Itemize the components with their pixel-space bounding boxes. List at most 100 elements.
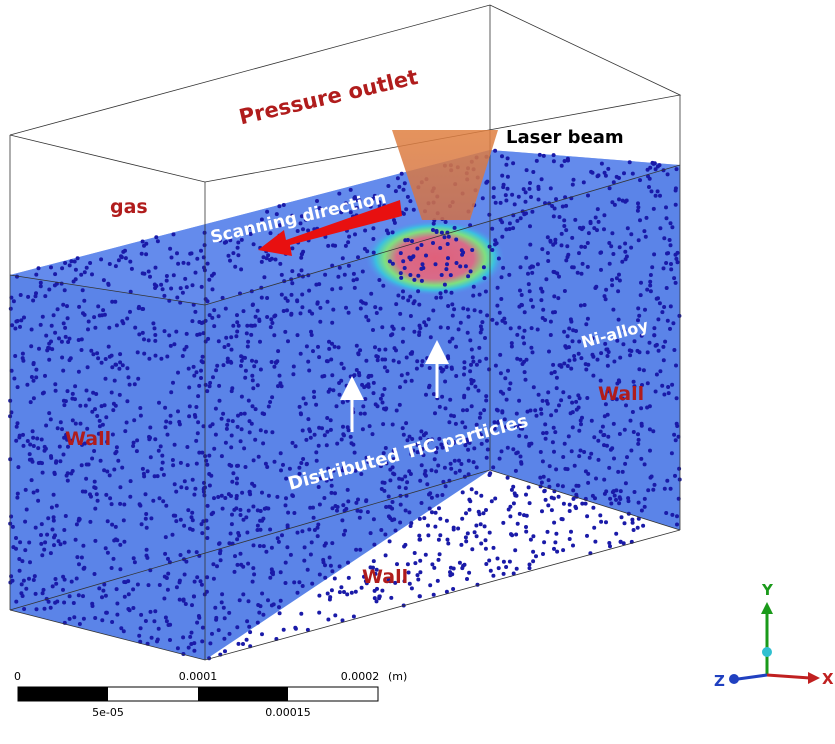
particle xyxy=(426,533,430,537)
particle xyxy=(443,466,447,470)
particle xyxy=(624,481,628,485)
particle xyxy=(120,466,124,470)
particle xyxy=(421,262,425,266)
particle xyxy=(290,281,294,285)
particle xyxy=(130,267,134,271)
particle xyxy=(272,365,276,369)
particle xyxy=(211,562,215,566)
particle xyxy=(312,516,316,520)
particle xyxy=(291,372,295,376)
particle xyxy=(282,628,286,632)
particle xyxy=(621,342,625,346)
particle xyxy=(47,358,51,362)
particle xyxy=(125,399,129,403)
particle xyxy=(40,461,44,465)
particle xyxy=(312,395,316,399)
particle xyxy=(112,557,116,561)
particle xyxy=(217,628,221,632)
scale-label: 0.00015 xyxy=(265,706,311,719)
particle xyxy=(291,441,295,445)
particle xyxy=(225,427,229,431)
particle xyxy=(147,583,151,587)
particle xyxy=(61,575,65,579)
particle xyxy=(513,548,517,552)
particle xyxy=(136,583,140,587)
particle xyxy=(240,491,244,495)
particle xyxy=(157,449,161,453)
particle xyxy=(379,528,383,532)
particle xyxy=(616,470,620,474)
particle xyxy=(310,540,314,544)
particle xyxy=(579,304,583,308)
particle xyxy=(74,422,78,426)
particle xyxy=(125,421,129,425)
particle xyxy=(547,350,551,354)
particle xyxy=(658,369,662,373)
particle xyxy=(306,417,310,421)
particle xyxy=(425,482,429,486)
particle xyxy=(261,613,265,617)
particle xyxy=(326,618,330,622)
particle xyxy=(100,313,104,317)
particle xyxy=(163,406,167,410)
particle xyxy=(415,247,419,251)
particle xyxy=(665,216,669,220)
particle xyxy=(146,469,150,473)
particle xyxy=(40,553,44,557)
particle xyxy=(424,553,428,557)
particle xyxy=(39,281,43,285)
particle xyxy=(361,427,365,431)
particle xyxy=(439,296,443,300)
particle xyxy=(12,377,16,381)
particle xyxy=(165,576,169,580)
particle xyxy=(59,420,63,424)
particle xyxy=(467,459,471,463)
particle xyxy=(189,642,193,646)
particle xyxy=(47,600,51,604)
particle xyxy=(217,384,221,388)
particle xyxy=(18,540,22,544)
particle xyxy=(163,552,167,556)
particle xyxy=(251,566,255,570)
particle xyxy=(124,256,128,260)
particle xyxy=(553,430,557,434)
particle xyxy=(126,579,130,583)
particle xyxy=(43,540,47,544)
particle xyxy=(142,272,146,276)
particle xyxy=(430,510,434,514)
particle xyxy=(346,499,350,503)
particle xyxy=(466,274,470,278)
particle xyxy=(389,596,393,600)
particle xyxy=(153,437,157,441)
particle xyxy=(127,592,131,596)
particle xyxy=(451,587,455,591)
particle xyxy=(256,528,260,532)
particle xyxy=(276,384,280,388)
particle xyxy=(49,340,53,344)
particle xyxy=(153,474,157,478)
particle xyxy=(116,459,120,463)
particle xyxy=(82,617,86,621)
particle xyxy=(226,357,230,361)
particle xyxy=(639,281,643,285)
particle xyxy=(398,403,402,407)
particle xyxy=(636,201,640,205)
particle xyxy=(241,592,245,596)
particle xyxy=(292,365,296,369)
particle xyxy=(49,265,53,269)
particle xyxy=(327,390,331,394)
particle xyxy=(87,320,91,324)
particle xyxy=(401,327,405,331)
particle xyxy=(165,355,169,359)
particle xyxy=(568,537,572,541)
particle xyxy=(260,519,264,523)
particle xyxy=(75,555,79,559)
particle xyxy=(456,527,460,531)
particle xyxy=(243,356,247,360)
particle xyxy=(133,382,137,386)
scale-label: 0 xyxy=(14,670,21,683)
particle xyxy=(14,439,18,443)
particle xyxy=(166,572,170,576)
particle xyxy=(44,334,48,338)
particle xyxy=(440,493,444,497)
